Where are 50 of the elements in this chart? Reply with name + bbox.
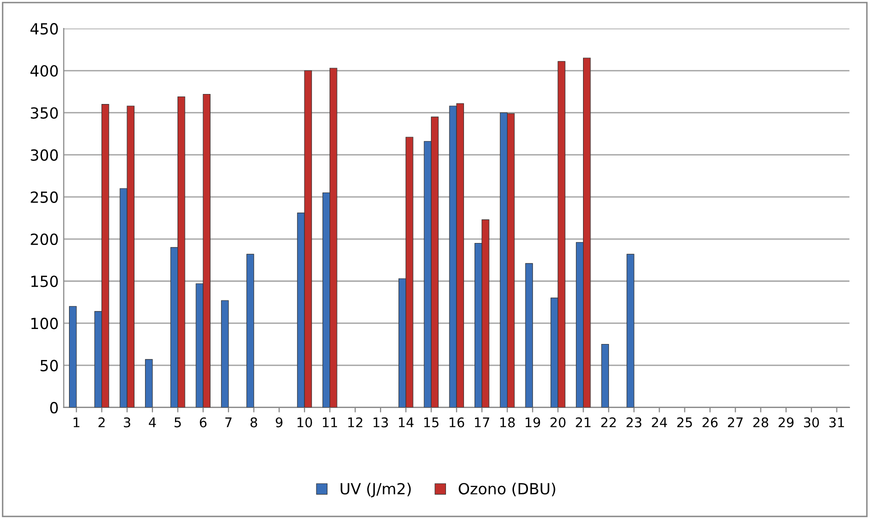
y-tick-label: 300 xyxy=(30,149,58,161)
x-tick-label: 29 xyxy=(778,417,794,428)
y-tick-label: 450 xyxy=(30,23,58,35)
x-tick-label: 30 xyxy=(804,417,819,428)
x-tick-label: 28 xyxy=(753,417,768,428)
y-tick-label: 350 xyxy=(30,107,58,119)
x-tick-label: 1 xyxy=(74,418,80,428)
y-tick-label: 400 xyxy=(30,65,58,77)
y-tick-label: 150 xyxy=(31,276,58,288)
x-tick-label: 22 xyxy=(601,417,616,428)
legend-label: Ozono (DBU) xyxy=(458,482,556,496)
x-tick-label: 20 xyxy=(550,417,566,428)
bar xyxy=(626,254,634,408)
x-tick-label: 13 xyxy=(374,417,388,428)
bar xyxy=(601,344,609,408)
x-tick-label: 12 xyxy=(348,417,362,428)
x-tick-label: 15 xyxy=(424,418,438,428)
x-tick-label: 27 xyxy=(728,417,743,428)
x-tick-label: 9 xyxy=(276,417,282,428)
x-tick-label: 4 xyxy=(148,418,156,428)
x-tick-label: 10 xyxy=(298,417,312,428)
x-tick-label: 5 xyxy=(174,418,181,428)
x-tick-label: 6 xyxy=(200,417,206,428)
bar xyxy=(246,254,254,408)
x-tick-label: 18 xyxy=(500,417,515,428)
x-tick-label: 19 xyxy=(526,417,540,428)
y-tick-label: 50 xyxy=(40,360,58,372)
x-tick-label: 11 xyxy=(322,418,338,428)
x-tick-label: 25 xyxy=(677,417,692,428)
y-tick-label: 0 xyxy=(50,402,58,414)
y-tick-label: 100 xyxy=(31,318,58,330)
bar xyxy=(69,306,77,408)
x-tick-label: 24 xyxy=(652,417,667,428)
x-tick-label: 17 xyxy=(474,418,490,428)
x-tick-label: 16 xyxy=(450,417,464,428)
x-tick-label: 23 xyxy=(626,417,642,428)
x-tick-label: 31 xyxy=(829,417,844,428)
bar xyxy=(525,263,533,408)
x-tick-label: 14 xyxy=(398,418,414,428)
y-tick-label: 200 xyxy=(30,233,58,246)
x-tick-label: 26 xyxy=(702,417,718,428)
x-tick-label: 7 xyxy=(225,418,232,428)
bar xyxy=(145,359,153,408)
legend-label: UV (J/m2) xyxy=(340,482,411,498)
x-tick-label: 8 xyxy=(250,417,258,428)
bar xyxy=(221,300,229,408)
x-tick-label: 3 xyxy=(124,417,130,428)
x-tick-label: 21 xyxy=(576,417,590,428)
y-tick-label: 250 xyxy=(30,191,58,203)
x-tick-label: 2 xyxy=(98,417,105,428)
